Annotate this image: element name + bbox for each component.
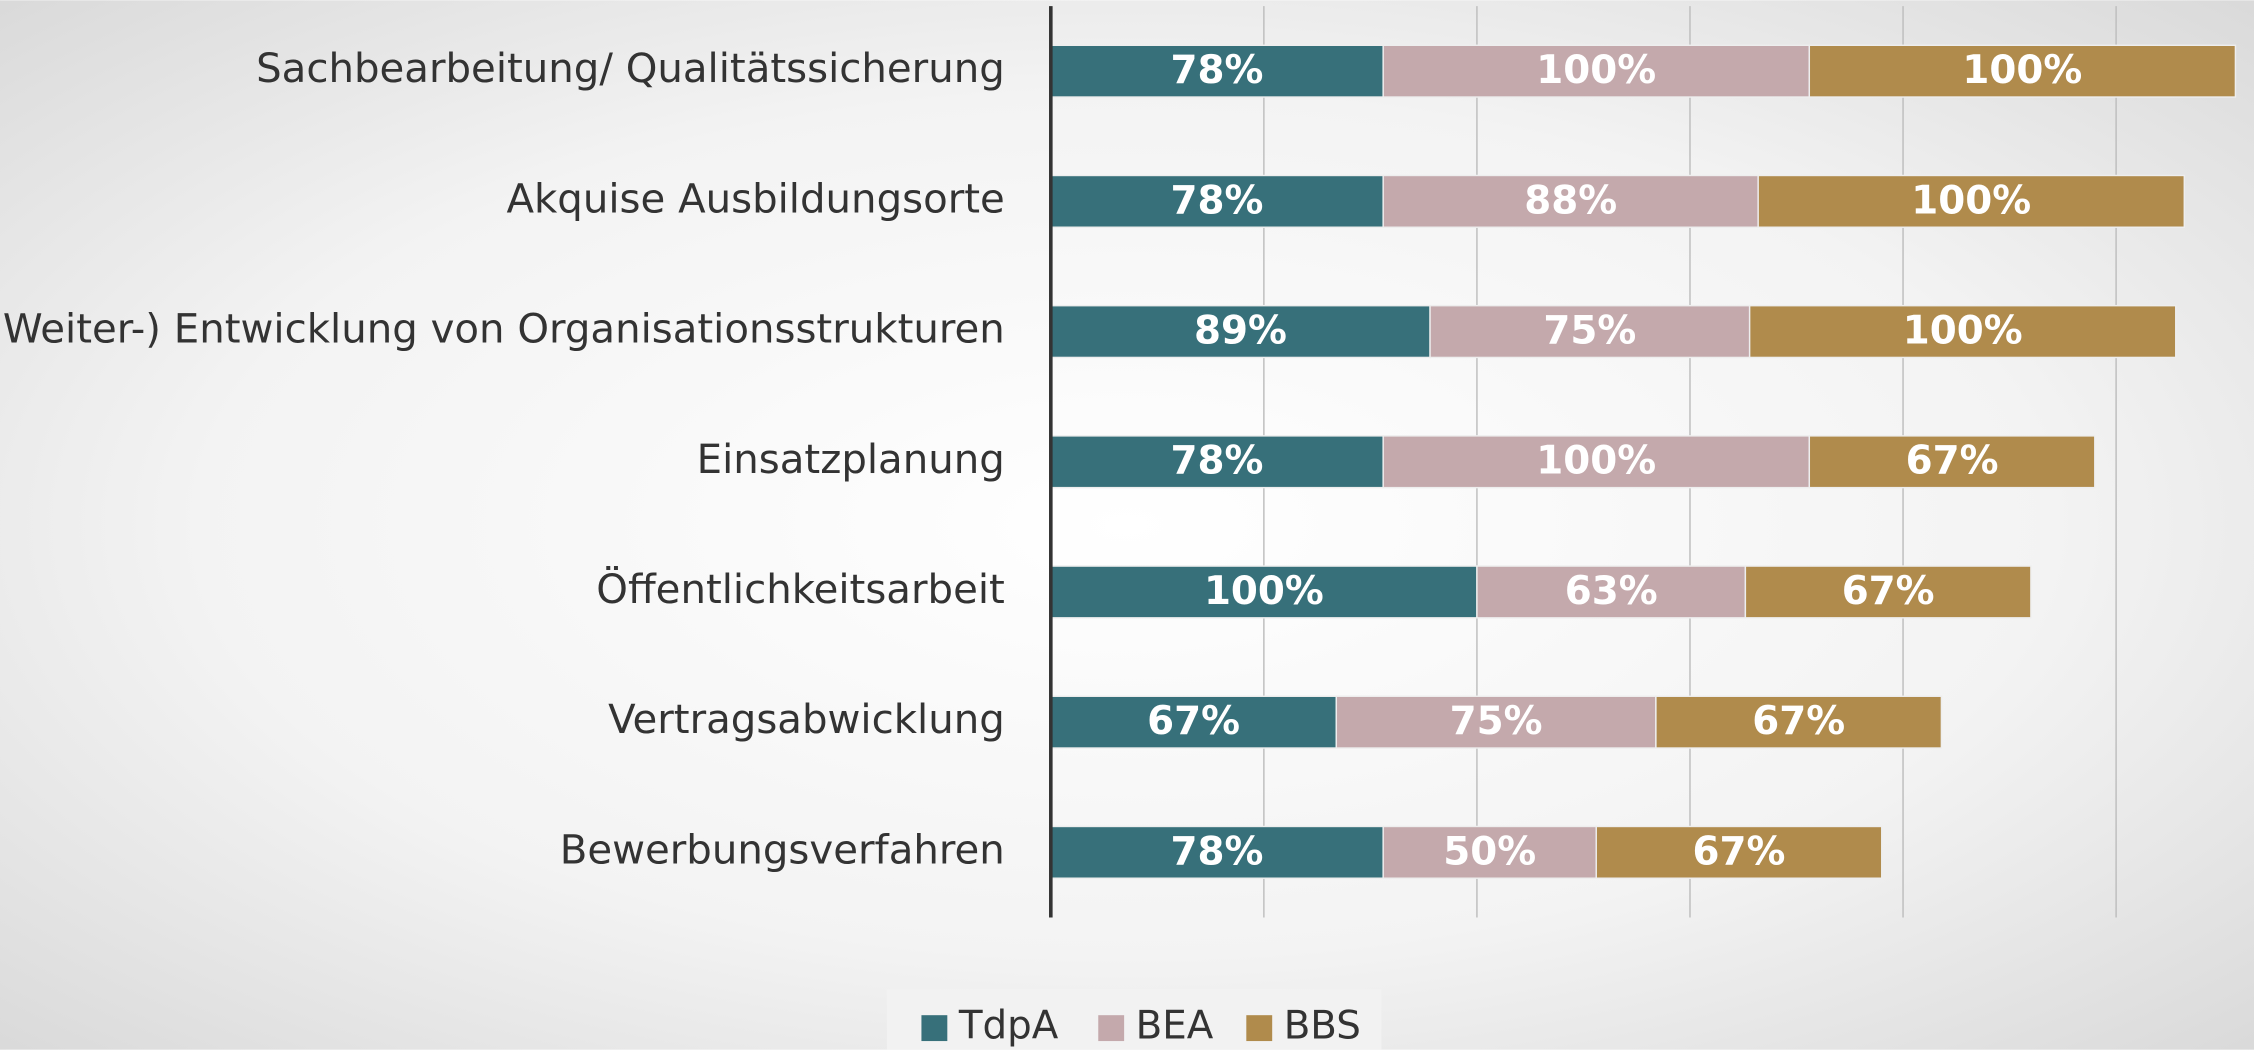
legend: TdpA BEA BBS: [921, 1004, 1361, 1049]
bar-segment: [1050, 825, 1384, 879]
bar-segment: [1050, 304, 1431, 359]
legend-swatch: [1098, 1015, 1125, 1042]
y-tick-label: Öffentlichkeitsarbeit: [596, 565, 1005, 613]
data-label: 63%: [1565, 569, 1658, 614]
y-tick-label: Akquise Ausbildungsorte: [506, 176, 1004, 222]
data-label: 67%: [1693, 829, 1786, 874]
legend-swatch: [1246, 1015, 1273, 1042]
bar-segment: [1808, 435, 2096, 489]
data-label: 88%: [1524, 178, 1617, 223]
data-label: 75%: [1450, 699, 1543, 744]
bar-segment: [1748, 304, 2177, 359]
legend-label: BEA: [1136, 1004, 1214, 1049]
y-tick-label: Sachbearbeitung/ Qualitätssicherung: [256, 46, 1005, 92]
bar-segment: [1050, 174, 1384, 228]
y-tick-label: Vertragsabwicklung: [608, 697, 1005, 743]
data-label: 67%: [1906, 439, 1999, 484]
data-label: 67%: [1842, 569, 1935, 614]
data-label: 78%: [1171, 48, 1264, 93]
bar-segment: [1655, 695, 1943, 749]
data-label: 100%: [1911, 178, 2031, 223]
bars: Sachbearbeitung/ Qualitätssicherung 78% 10…: [0, 6, 2237, 918]
y-tick-label: (Weiter-) Entwicklung von Organisationss…: [0, 307, 1005, 353]
bar-segment: [1429, 304, 1751, 359]
data-label: 67%: [1752, 699, 1845, 744]
bar-segment: [1808, 44, 2237, 98]
bar-segment: [1382, 825, 1597, 879]
data-label: 78%: [1171, 439, 1264, 484]
data-label: 50%: [1443, 829, 1536, 874]
bar-segment: [1595, 825, 1883, 879]
y-tick-label: Bewerbungsverfahren: [560, 827, 1005, 873]
legend-label: BBS: [1284, 1004, 1361, 1049]
data-label: 100%: [1962, 48, 2082, 93]
bar-segment: [1757, 174, 2185, 228]
bar-segment: [1050, 695, 1338, 749]
bar-segment: [1476, 565, 1747, 619]
data-label: 100%: [1204, 569, 1324, 614]
data-label: 100%: [1536, 48, 1656, 93]
y-tick-label: Einsatzplanung: [697, 437, 1005, 483]
legend-box: [886, 989, 1382, 1050]
data-label: 67%: [1147, 699, 1240, 744]
data-label: 89%: [1194, 308, 1287, 353]
data-label: 100%: [1903, 308, 2023, 353]
data-label: 78%: [1171, 829, 1264, 874]
legend-swatch: [921, 1015, 948, 1042]
data-label: 100%: [1536, 439, 1656, 484]
bar-segment: [1335, 695, 1657, 749]
bar-segment: [1382, 44, 1811, 98]
bar-segment: [1744, 565, 2032, 619]
data-label: 75%: [1543, 308, 1636, 353]
data-label: 78%: [1171, 178, 1264, 223]
legend-label: TdpA: [958, 1004, 1059, 1049]
